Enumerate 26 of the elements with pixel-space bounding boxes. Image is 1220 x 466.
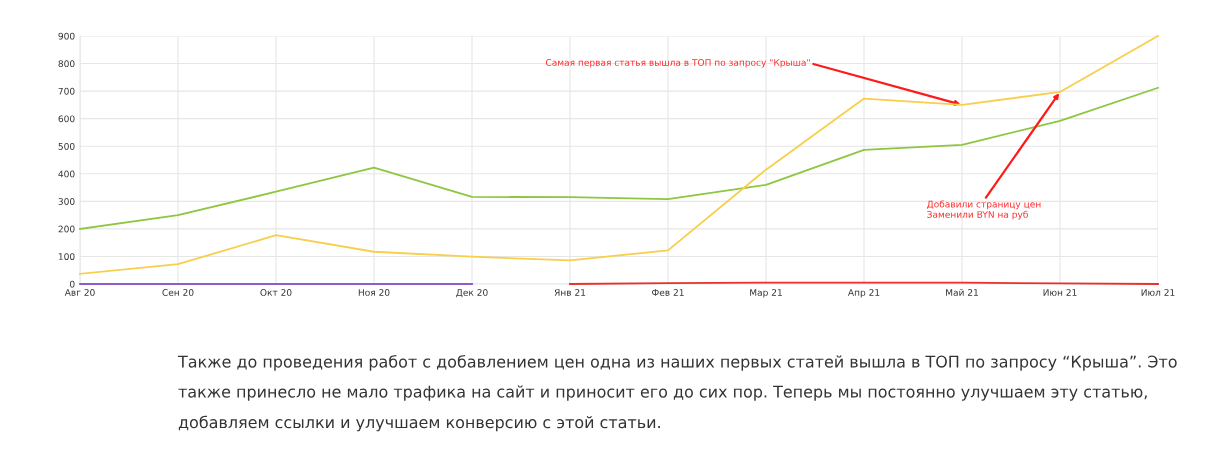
x-tick-label: Ноя 20 [358,289,390,296]
x-tick-label: Май 21 [946,288,978,296]
y-tick-label: 400 [58,170,75,178]
x-tick-label: Мар 21 [750,289,782,298]
x-tick-label: Апр 21 [847,289,880,298]
y-tick-label: 900 [58,32,75,40]
y-tick-label: 500 [58,142,75,150]
y-tick-label: 0 [69,280,75,288]
line-series [79,86,1159,230]
x-tick-label: Янв 21 [554,289,586,296]
y-tick-label: 100 [58,253,75,260]
y-tick-label: 600 [58,115,75,123]
y-tick-label: 700 [58,87,75,95]
y-tick-label: 300 [58,198,75,205]
y-tick-label: 800 [58,60,75,68]
x-tick-label: Сен 20 [162,289,194,296]
y-tick-label: 200 [58,225,75,233]
x-tick-label: Июн 21 [1043,289,1077,296]
x-tick-label: Фев 21 [652,289,684,296]
x-tick-label: Июл 21 [1141,289,1175,296]
annotation: Добавили страницу цен Заменили BYN на руб [927,200,1041,220]
x-tick-label: Окт 20 [260,289,292,296]
x-tick-label: Авг 20 [64,289,95,296]
text: Также до проведения работ с добавлением цен одна из наших первых статей вышла в ТОП по запросу “Крыша”. Это также принесло не мало трафика на сайт и приносит его до сих пор. Теперь мы постоянно улучшаем эту статью, добавляем ссылки и улучшаем конверсию с этой статьи. [177,355,1177,432]
x-tick-label: Дек 20 [456,289,488,298]
annotation: Самая первая статья вышла в ТОП по запросу "Крыша" [545,59,810,68]
